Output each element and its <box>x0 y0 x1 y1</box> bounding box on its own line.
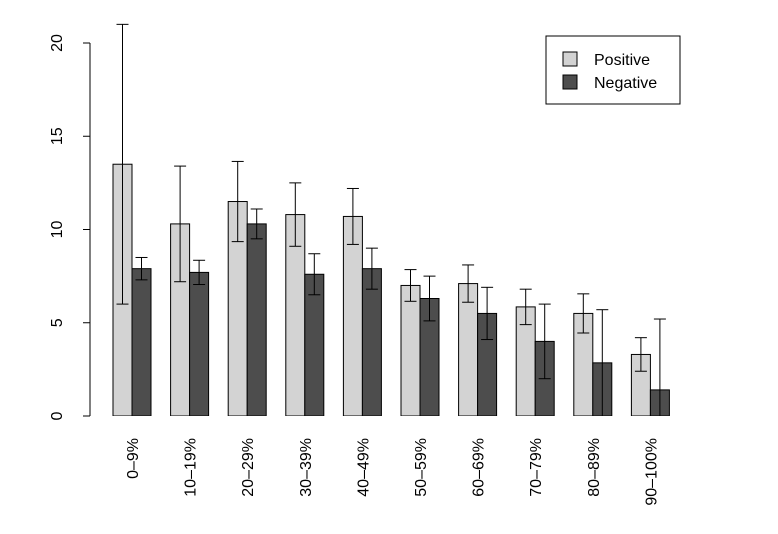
error-bar <box>250 208 263 240</box>
error-bar <box>346 187 359 245</box>
x-tick-label: 20–29% <box>240 438 257 497</box>
error-bar <box>634 337 647 372</box>
x-tick-label: 60–69% <box>471 438 488 497</box>
error-bar <box>653 318 666 416</box>
bar <box>361 268 382 416</box>
legend-label: Positive <box>594 52 650 69</box>
error-bar <box>577 293 590 334</box>
error-bar <box>365 247 378 290</box>
bar <box>458 283 479 416</box>
legend: Positive Negative <box>545 35 681 105</box>
bar <box>304 273 325 416</box>
x-tick-label: 40–49% <box>355 438 372 497</box>
x-tick-label: 50–59% <box>413 438 430 497</box>
error-bar <box>596 309 609 416</box>
x-tick-label: 70–79% <box>528 438 545 497</box>
y-tick-label: 10 <box>49 221 66 239</box>
x-tick-label: 0–9% <box>125 438 142 479</box>
error-bar <box>135 256 148 281</box>
error-bar <box>481 286 494 341</box>
error-bar <box>308 253 321 296</box>
bar <box>400 284 421 416</box>
error-bar <box>289 182 302 247</box>
legend-label: Negative <box>594 75 657 92</box>
error-bar <box>193 259 206 286</box>
error-bar <box>462 264 475 303</box>
x-tick-label: 30–39% <box>298 438 315 497</box>
error-bar <box>519 288 532 326</box>
x-tick-label: 10–19% <box>183 438 200 497</box>
y-tick-label: 20 <box>49 34 66 52</box>
y-tick-label: 5 <box>49 318 66 327</box>
error-bar <box>231 160 244 243</box>
error-bar <box>423 275 436 322</box>
legend-swatch <box>562 74 578 90</box>
error-bar <box>116 23 129 305</box>
error-bar <box>174 165 187 283</box>
y-tick-label: 15 <box>49 127 66 145</box>
error-bar <box>404 269 417 302</box>
y-tick-label: 0 <box>49 411 66 420</box>
bar <box>342 215 363 416</box>
legend-swatch <box>562 51 578 67</box>
error-bar <box>538 303 551 380</box>
bar <box>131 268 152 416</box>
plot-area <box>112 23 670 416</box>
legend-box <box>545 35 681 105</box>
x-tick-label: 90–100% <box>643 438 660 506</box>
bar <box>246 223 267 416</box>
x-tick-label: 80–89% <box>586 438 603 497</box>
bar <box>189 271 210 416</box>
